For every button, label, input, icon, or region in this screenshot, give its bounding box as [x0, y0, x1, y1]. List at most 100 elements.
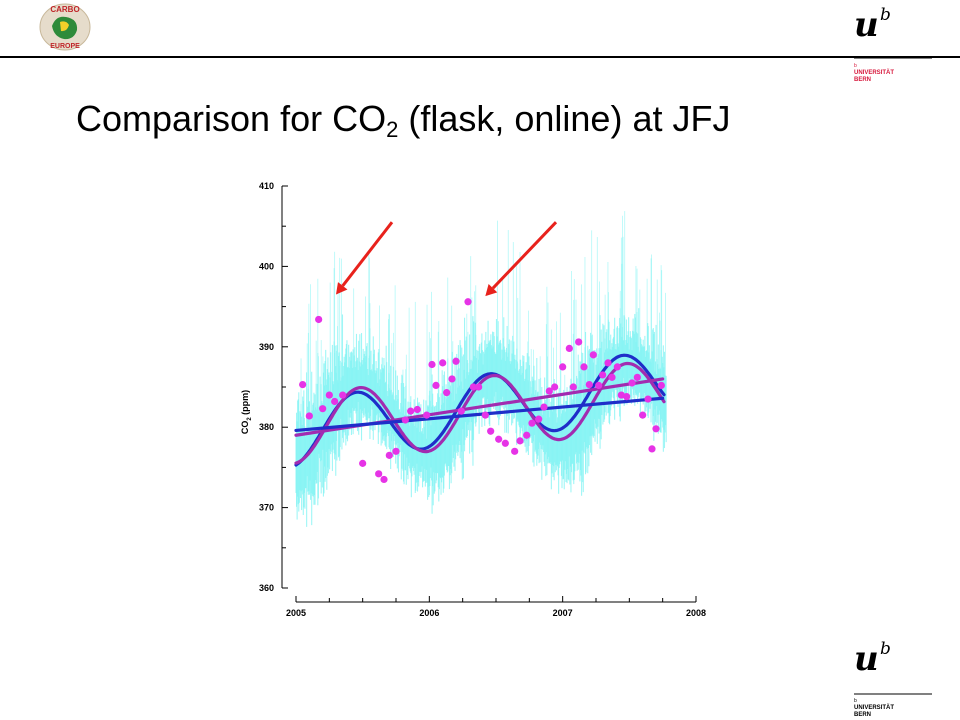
slide-title: Comparison for CO2 (flask, online) at JF… — [76, 98, 730, 143]
flask-data-point — [575, 338, 583, 346]
flask-data-point — [359, 459, 367, 467]
carboeurope-logo: CARBO EUROPE — [39, 3, 91, 51]
flask-data-point — [516, 437, 524, 445]
flask-data-point — [613, 363, 621, 371]
seasonal-fit-line — [294, 361, 666, 465]
flask-data-point — [475, 383, 483, 391]
red-arrow-head — [485, 284, 498, 297]
flask-data-point — [565, 344, 573, 353]
flask-data-point — [599, 371, 607, 379]
flask-data-point — [511, 447, 519, 455]
flask-data-point — [299, 380, 307, 389]
co2-chart: 360 370 380 390 400 410 2005 2006 2007 2008 CO2 (… — [240, 181, 706, 618]
flask-data-point — [589, 351, 597, 359]
flask-data-point — [413, 405, 421, 414]
flask-data-point — [628, 379, 636, 387]
ub-logo-small-b: b — [854, 63, 857, 69]
flask-data-point — [487, 427, 495, 435]
chart-annotations — [336, 221, 558, 297]
flask-data-point — [392, 447, 400, 455]
flask-data-point — [428, 360, 436, 369]
y-axis-label-sub: 2 — [247, 417, 253, 421]
red-arrow-head — [336, 282, 348, 295]
flask-data-point — [315, 315, 323, 324]
flask-data-point — [305, 412, 313, 420]
flask-data-point — [401, 416, 409, 424]
red-arrow-shaft — [491, 221, 558, 290]
flask-data-point — [339, 391, 347, 399]
flask-data-point — [380, 475, 388, 484]
y-axis-label-rest: (ppm) — [240, 390, 250, 418]
x-tick-label: 2006 — [419, 608, 439, 618]
x-tick-label: 2005 — [286, 608, 306, 618]
flask-data-point — [523, 431, 531, 439]
ub-logo-name: UNIVERSITÄT — [854, 704, 894, 711]
header-divider — [0, 56, 960, 58]
flask-data-point — [559, 363, 567, 371]
flask-data-point — [443, 389, 451, 397]
flask-data-point — [469, 383, 477, 391]
flask-data-point — [639, 411, 647, 419]
y-tick-label: 370 — [259, 503, 274, 513]
flask-data-point — [495, 435, 503, 443]
flask-data-point — [331, 397, 339, 406]
flask-data-point — [545, 387, 553, 395]
x-tick-label: 2007 — [553, 608, 573, 618]
ub-logo-city: BERN — [854, 77, 871, 83]
flask-data-point — [585, 380, 593, 389]
title-text: Comparison for CO — [76, 98, 387, 139]
y-axis-label-main: CO — [240, 421, 250, 435]
flask-data-point — [580, 363, 588, 371]
flask-data-point — [623, 393, 631, 401]
flask-data-point — [604, 359, 612, 367]
ub-logo-small-b: b — [854, 698, 857, 704]
title-text-rest: (flask, online) at JFJ — [398, 98, 731, 139]
flask-data-point — [551, 383, 559, 391]
ub-logo-city: BERN — [854, 712, 871, 718]
flask-data-point — [464, 298, 472, 306]
y-tick-label: 380 — [259, 422, 274, 432]
x-tick-label: 2008 — [686, 608, 706, 618]
flask-data-point — [432, 381, 440, 389]
ub-logo-u: u — [854, 6, 879, 45]
flask-data-point — [375, 470, 383, 478]
y-tick-label: 410 — [259, 181, 274, 191]
flask-data-point — [535, 415, 543, 423]
university-bern-logo-top: u b b UNIVERSITÄT BERN — [854, 6, 932, 83]
flask-data-point — [448, 375, 456, 383]
flask-data-point — [608, 373, 616, 381]
flask-data-point — [439, 359, 447, 367]
red-arrow-shaft — [341, 221, 394, 287]
flask-data-point — [385, 451, 393, 459]
flask-data-point — [407, 407, 415, 415]
flask-data-point — [595, 381, 603, 389]
y-tick-label: 390 — [259, 342, 274, 352]
flask-data-point — [325, 391, 333, 399]
flask-data-point — [423, 411, 431, 419]
y-tick-label: 400 — [259, 261, 274, 271]
flask-data-point — [528, 419, 536, 427]
ub-logo-u: u — [854, 639, 879, 679]
ub-logo-name: UNIVERSITÄT — [854, 69, 894, 76]
carbo-logo-text-bottom: EUROPE — [50, 43, 80, 50]
y-axis-label: CO2 (ppm) — [240, 390, 253, 434]
title-subscript: 2 — [386, 117, 399, 142]
online-data-series — [295, 211, 667, 527]
flask-data-point — [452, 357, 460, 365]
university-bern-logo-bottom: u b b UNIVERSITÄT BERN — [854, 639, 932, 718]
flask-data-point — [633, 373, 641, 381]
flask-data-point — [644, 395, 652, 403]
flask-data-point — [648, 445, 656, 453]
flask-data-point — [652, 425, 660, 433]
carbo-logo-text-top: CARBO — [50, 5, 79, 14]
flask-data-point — [569, 383, 577, 391]
flask-data-point — [501, 439, 509, 447]
flask-data-point — [481, 411, 489, 419]
flask-data-point — [657, 381, 665, 389]
ub-logo-b: b — [880, 6, 891, 25]
flask-data-point — [319, 405, 327, 413]
flask-data-series — [299, 298, 665, 484]
y-tick-label: 360 — [259, 583, 274, 593]
trend-fit-line — [294, 396, 665, 433]
ub-logo-b: b — [880, 639, 891, 659]
